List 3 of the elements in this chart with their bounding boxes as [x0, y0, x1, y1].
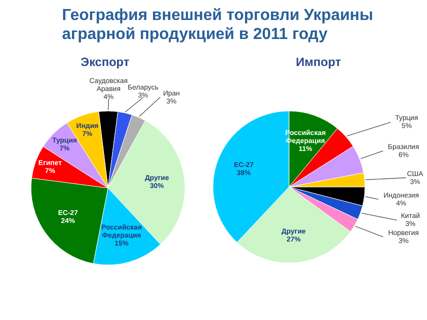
text: География внешней торговли Украины аграрной продукцией в 2011 году [62, 6, 374, 44]
chart-title: Импорт [294, 55, 342, 69]
chart-subtitle: Экспорт [80, 55, 130, 69]
